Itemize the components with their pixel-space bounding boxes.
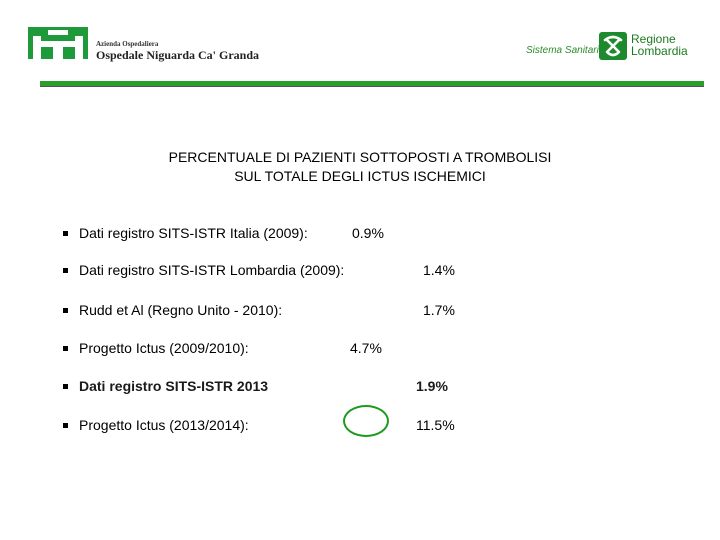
bullet-icon	[63, 423, 68, 428]
bullet-icon	[63, 268, 68, 273]
sistema-sanitario-label: Sistema Sanitario	[526, 45, 605, 56]
list-item-value: 1.7%	[423, 302, 455, 318]
regione-line2: Lombardia	[631, 44, 688, 58]
title-line2: SUL TOTALE DEGLI ICTUS ISCHEMICI	[234, 168, 486, 184]
list-item-label: Progetto Ictus (2013/2014):	[79, 417, 249, 433]
list-item-value: 1.4%	[423, 262, 455, 278]
regione-lombardia-text: Regione Lombardia	[631, 33, 688, 57]
niguarda-logo-icon	[28, 27, 88, 59]
list-item-value: 11.5%	[416, 417, 455, 433]
list-item-value: 4.7%	[350, 340, 382, 356]
header-divider	[40, 81, 704, 86]
list-item-value: 1.9%	[416, 378, 448, 394]
hospital-name: Ospedale Niguarda Ca' Granda	[96, 48, 260, 62]
list-item-value: 0.9%	[352, 225, 384, 241]
slide-title: PERCENTUALE DI PAZIENTI SOTTOPOSTI A TRO…	[60, 148, 660, 186]
list-item-label: Dati registro SITS-ISTR 2013	[79, 378, 269, 394]
list-item-label: Dati registro SITS-ISTR Lombardia (2009)…	[79, 262, 345, 278]
list-item-label: Dati registro SITS-ISTR Italia (2009):	[79, 225, 308, 241]
list-item-label: Progetto Ictus (2009/2010):	[79, 340, 249, 356]
list-item-label: Rudd et Al (Regno Unito - 2010):	[79, 302, 283, 318]
bullet-icon	[63, 308, 68, 313]
bullet-icon	[63, 231, 68, 236]
bullet-icon	[63, 346, 68, 351]
highlight-ellipse	[343, 405, 389, 437]
bullet-icon	[63, 384, 68, 389]
hospital-subtitle: Azienda Ospedaliera	[96, 40, 159, 48]
title-line1: PERCENTUALE DI PAZIENTI SOTTOPOSTI A TRO…	[168, 149, 552, 165]
regione-lombardia-logo-icon	[599, 32, 627, 60]
regione-line1: Regione	[631, 32, 676, 46]
header-divider-shadow	[40, 86, 704, 87]
